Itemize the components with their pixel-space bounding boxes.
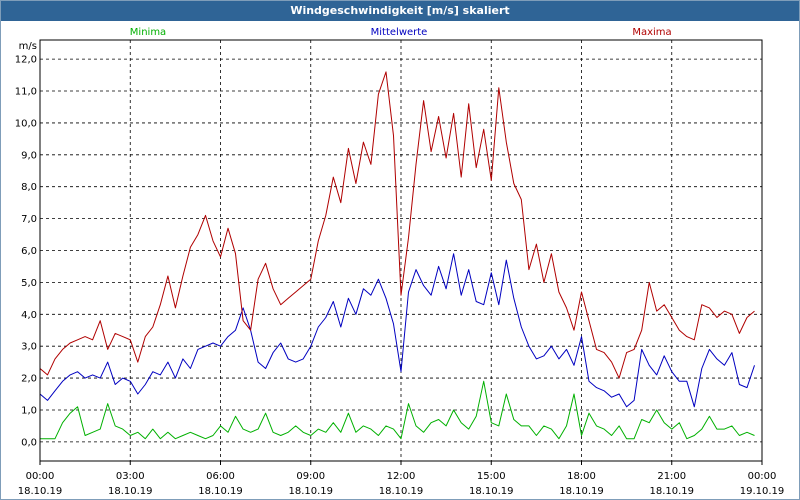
series-layer [39, 71, 755, 440]
legend-item-minima: Minima [130, 27, 166, 38]
y-tick-label: 11,0 [15, 87, 37, 98]
title-bar: Windgeschwindigkeit [m/s] skaliert [1, 1, 799, 21]
x-tick-date-label: 19.10.19 [740, 486, 785, 497]
x-tick-time-label: 15:00 [477, 471, 506, 482]
x-tick-time-label: 06:00 [206, 471, 235, 482]
x-tick-time-label: 12:00 [387, 471, 416, 482]
x-tick-date-label: 18.10.19 [198, 486, 243, 497]
series-maxima [39, 71, 755, 379]
y-axis: 0,0 1,0 2,0 3,0 4,0 5,0 6,0 7,0 8,0 9,0 10,0 11,0 12… [15, 41, 37, 448]
y-axis-unit-label: m/s [19, 41, 37, 52]
grid-layer [40, 40, 762, 461]
legend: Minima Mittelwerte Maxima [130, 27, 672, 38]
y-tick-label: 7,0 [21, 214, 37, 225]
y-tick-label: 10,0 [15, 118, 37, 129]
series-line-maxima [39, 71, 755, 379]
x-tick-time-label: 21:00 [657, 471, 686, 482]
x-tick-date-label: 18.10.19 [469, 486, 514, 497]
x-tick-date-label: 18.10.19 [18, 486, 63, 497]
y-tick-label: 3,0 [21, 342, 37, 353]
x-tick-time-label: 09:00 [296, 471, 325, 482]
x-tick-time-label: 03:00 [116, 471, 145, 482]
x-tick-date-label: 18.10.19 [288, 486, 333, 497]
chart-title: Windgeschwindigkeit [m/s] skaliert [290, 4, 510, 17]
legend-item-maxima: Maxima [632, 27, 671, 38]
y-tick-label: 2,0 [21, 374, 37, 385]
x-tick-time-label: 00:00 [748, 471, 777, 482]
legend-item-mittelwerte: Mittelwerte [371, 27, 428, 38]
x-tick-date-label: 18.10.19 [379, 486, 424, 497]
x-tick-time-label: 00:00 [26, 471, 55, 482]
y-tick-label: 8,0 [21, 182, 37, 193]
y-tick-label: 9,0 [21, 150, 37, 161]
x-tick-date-label: 18.10.19 [108, 486, 153, 497]
x-tick-time-label: 18:00 [567, 471, 596, 482]
y-tick-label: 1,0 [21, 405, 37, 416]
series-line-minima [40, 380, 755, 440]
x-tick-date-label: 18.10.19 [559, 486, 604, 497]
series-line-mittelwerte [39, 253, 755, 408]
x-tick-date-label: 18.10.19 [649, 486, 694, 497]
x-axis: 00:00 18.10.19 03:00 18.10.19 06:00 18.10.19 0… [18, 461, 785, 497]
y-tick-label: 6,0 [21, 246, 37, 257]
series-mittelwerte [39, 253, 755, 408]
series-minima [40, 380, 755, 440]
y-tick-label: 12,0 [15, 55, 37, 66]
y-tick-label: 5,0 [21, 278, 37, 289]
y-tick-label: 0,0 [21, 437, 37, 448]
y-tick-label: 4,0 [21, 310, 37, 321]
